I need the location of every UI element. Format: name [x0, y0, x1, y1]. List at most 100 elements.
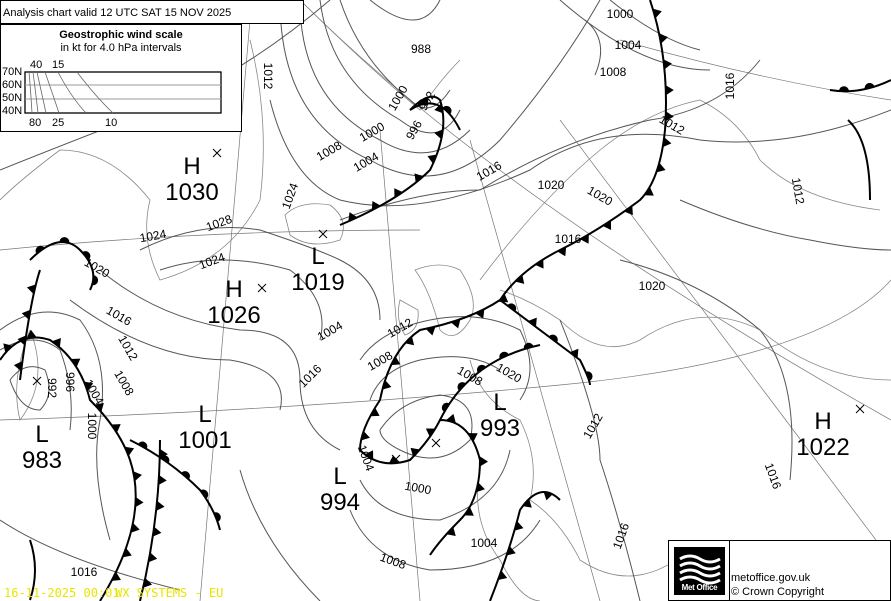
pressure-center-high: H 1026	[194, 277, 274, 329]
pressure-center-low: L 993	[460, 390, 540, 442]
scale-speed-top: 40	[30, 59, 43, 71]
center-cross-icon	[318, 229, 328, 239]
pressure-center-high: H 1030	[152, 154, 232, 206]
warm-front-semicircle-icon	[59, 237, 70, 243]
scale-graph	[24, 71, 222, 114]
isobar-line	[159, 259, 323, 341]
isobar-label: 1016	[610, 521, 632, 551]
isobar-label-group: 1008	[111, 368, 137, 398]
warm-front-semicircle-icon	[417, 99, 428, 106]
cold-front-triangle-icon	[514, 521, 524, 531]
cold-front-triangle-icon	[434, 103, 444, 114]
plain-front	[29, 539, 36, 601]
cold-front-triangle-icon	[522, 498, 532, 508]
cold-front-triangle-icon	[464, 507, 474, 516]
isobar-line	[279, 0, 601, 177]
scale-lat: 50N	[2, 92, 23, 104]
center-cross-icon	[391, 454, 401, 464]
warm-front-semicircle-icon	[82, 251, 91, 261]
pressure-center-low: L 983	[2, 422, 82, 474]
cold-front-triangle-icon	[156, 500, 165, 511]
warm-front-semicircle-icon	[864, 83, 875, 90]
isobar-label-group: 1020	[82, 255, 112, 281]
cold-front-triangle-icon	[152, 526, 162, 537]
isobar-label-group: 1012	[261, 63, 275, 90]
cold-front-triangle-icon	[133, 471, 142, 482]
warm-front-semicircle-icon	[92, 275, 99, 286]
center-type: L	[311, 243, 325, 270]
waves-icon	[679, 554, 721, 585]
cold-front-triangle-icon	[475, 482, 485, 493]
scale-lat: 40N	[2, 105, 23, 117]
isobar-label-group: 1000	[607, 7, 634, 21]
isobar-line	[559, 319, 641, 601]
pressure-center-high: H 1022	[783, 409, 863, 461]
isobar-line	[379, 394, 473, 459]
isobar-line	[679, 199, 891, 251]
isobar-label-group: 1012	[657, 112, 687, 138]
cold-front-triangle-icon	[364, 450, 374, 460]
cold-front-triangle-icon	[122, 547, 132, 558]
center-pressure: 994	[319, 489, 361, 516]
isobar-line	[0, 311, 111, 541]
cold-front-triangle-icon	[111, 571, 121, 581]
isobar-label: 1016	[762, 461, 784, 491]
cold-front-triangle-icon	[663, 59, 672, 70]
cold-front-triangle-icon	[390, 356, 401, 366]
cold-front-triangle-icon	[83, 381, 94, 391]
cold-front-triangle-icon	[21, 309, 31, 320]
isobar-line	[0, 519, 181, 591]
met-office-logo: Met Office	[674, 547, 725, 595]
warm-front	[29, 241, 95, 291]
warm-front-semicircle-icon	[441, 402, 450, 413]
isobar-label: 1024	[139, 227, 168, 245]
isobar-label: 1016	[296, 361, 325, 390]
center-markers	[32, 148, 865, 464]
warm-front-semicircle-icon	[138, 441, 148, 450]
cold-front-triangle-icon	[434, 129, 444, 140]
warm-front-semicircle-icon	[35, 245, 45, 254]
cold-front-triangle-icon	[388, 455, 399, 464]
cold-front-triangle-icon	[506, 545, 516, 556]
isobar-label-group: 1020	[538, 178, 565, 192]
center-cross-icon	[32, 376, 42, 386]
isobar-label-group: 1000	[85, 413, 99, 440]
isobar-line	[369, 0, 441, 21]
cold-front-triangle-icon	[370, 407, 380, 417]
cold-front-triangle-icon	[111, 424, 121, 433]
isobar-label-group: 1016	[555, 232, 582, 246]
isobar-label: 1020	[494, 360, 524, 386]
isobar-label-group: 1016	[723, 72, 737, 99]
cold-front-triangle-icon	[26, 329, 37, 339]
center-pressure: 1030	[165, 179, 219, 206]
center-pressure: 1022	[796, 434, 850, 461]
site-link[interactable]: metoffice.gov.uk	[731, 572, 811, 584]
cold-front-triangle-icon	[528, 317, 537, 328]
isobar-line	[559, 0, 711, 71]
warm-front-semicircle-icon	[548, 334, 558, 343]
isobar-label: 1004	[471, 536, 498, 550]
cold-front-triangle-icon	[475, 309, 485, 319]
warm-front-semicircle-icon	[442, 105, 452, 115]
isobar-label: 1000	[607, 7, 634, 21]
isobar-label-group: 996	[403, 118, 425, 143]
isobar-label-group: 1024	[139, 227, 168, 245]
cold-front-triangle-icon	[130, 522, 140, 533]
scale-title: Geostrophic wind scale	[59, 29, 183, 41]
warm-front-semicircle-icon	[200, 489, 209, 499]
warm-front-semicircle-icon	[457, 382, 466, 391]
scale-subtitle: in kt for 4.0 hPa intervals	[60, 42, 182, 54]
isobar-line	[619, 259, 793, 481]
met-office-credit: Met Office metoffice.gov.uk © Crown Copy…	[668, 540, 891, 601]
isobar-label-group: 1012	[789, 177, 807, 206]
isobar-label: 1000	[357, 119, 387, 145]
isobar-label-group: 1004	[81, 377, 107, 407]
scale-speed-bottom: 25	[52, 117, 65, 129]
warm-front	[409, 102, 461, 131]
isobar-label-group: 1028	[204, 212, 234, 234]
isobar-label: 1012	[580, 411, 606, 441]
warm-front-semicircle-icon	[507, 303, 517, 312]
scale-speed-top: 15	[52, 59, 65, 71]
